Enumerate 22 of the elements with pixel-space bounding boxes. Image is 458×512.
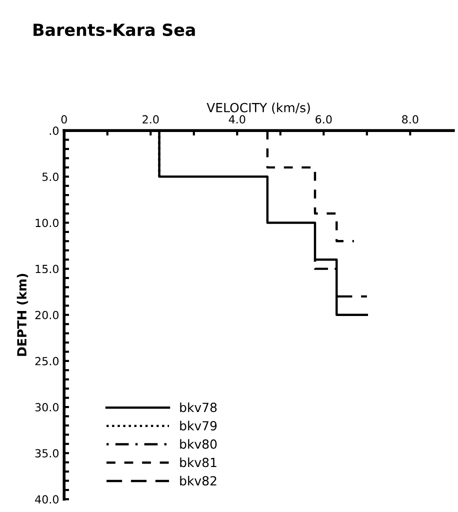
y-tick-label: .0: [50, 126, 59, 135]
x-tick-label: 0: [61, 115, 67, 124]
x-tick-label: 8.0: [402, 115, 418, 124]
y-tick-label: 30.0: [35, 403, 59, 412]
y-tick-label: 35.0: [35, 449, 59, 458]
legend-label: bkv79: [180, 420, 217, 430]
y-tick-label: 5.0: [42, 172, 59, 182]
y-tick-label: 40.0: [35, 495, 59, 504]
x-axis-title: VELOCITY (km/s): [206, 102, 310, 114]
x-tick-label: 6.0: [316, 115, 332, 124]
y-tick-label: 25.0: [35, 356, 59, 366]
legend-label: bkv81: [180, 458, 216, 468]
x-tick-label: 4.0: [228, 115, 246, 124]
y-axis-title: DEPTH (km): [16, 274, 28, 356]
y-tick-label: 20.0: [35, 310, 59, 320]
legend-label: bkv78: [180, 402, 217, 412]
y-tick-label: 10.0: [36, 218, 59, 228]
legend-label: bkv80: [180, 439, 217, 449]
chart-title: Barents-Kara Sea: [34, 23, 195, 36]
x-tick-label: 2.0: [142, 115, 159, 124]
y-tick-label: 15.0: [36, 264, 59, 274]
legend-label: bkv82: [180, 476, 216, 486]
